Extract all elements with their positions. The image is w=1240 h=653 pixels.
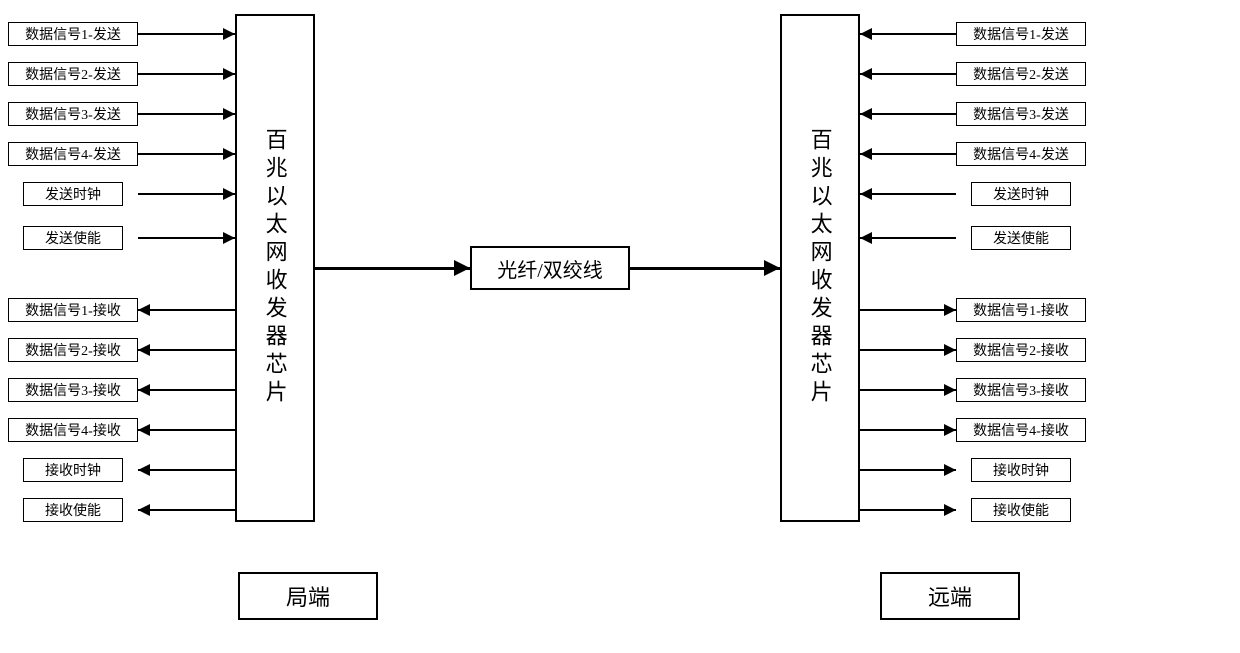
right-arrow-line-6: [860, 309, 956, 311]
left-arrow-head-2: [223, 108, 235, 120]
left-signal-6: 数据信号1-接收: [8, 298, 138, 322]
right-arrow-line-4: [860, 193, 956, 195]
left-signal-2: 数据信号3-发送: [8, 102, 138, 126]
right-arrow-line-2: [860, 113, 956, 115]
right-arrow-head-1: [860, 68, 872, 80]
left-arrow-line-2: [138, 113, 235, 115]
center-arrow-head-left: [454, 260, 470, 276]
left-arrow-head-4: [223, 188, 235, 200]
right-arrow-head-10: [944, 464, 956, 476]
right-arrow-head-0: [860, 28, 872, 40]
right-signal-9: 数据信号4-接收: [956, 418, 1086, 442]
right-arrow-line-10: [860, 469, 956, 471]
right-signal-2: 数据信号3-发送: [956, 102, 1086, 126]
left-signal-11: 接收使能: [23, 498, 123, 522]
left-arrow-head-9: [138, 424, 150, 436]
left-signal-5: 发送使能: [23, 226, 123, 250]
left-signal-10: 接收时钟: [23, 458, 123, 482]
right-arrow-head-4: [860, 188, 872, 200]
left-arrow-line-11: [138, 509, 235, 511]
right-arrow-line-8: [860, 389, 956, 391]
center-arrow-line-left: [315, 267, 470, 270]
right-arrow-head-3: [860, 148, 872, 160]
left-arrow-head-8: [138, 384, 150, 396]
right-arrow-head-11: [944, 504, 956, 516]
right-signal-11: 接收使能: [971, 498, 1071, 522]
right-arrow-line-7: [860, 349, 956, 351]
right-signal-0: 数据信号1-发送: [956, 22, 1086, 46]
center-arrow-line-right: [630, 267, 780, 270]
right-arrow-head-5: [860, 232, 872, 244]
right-arrow-head-6: [944, 304, 956, 316]
left-signal-4: 发送时钟: [23, 182, 123, 206]
left-arrow-head-7: [138, 344, 150, 356]
right-arrow-head-7: [944, 344, 956, 356]
left-arrow-line-7: [138, 349, 235, 351]
left-arrow-head-3: [223, 148, 235, 160]
right-bottom-label: 远端: [880, 572, 1020, 620]
left-signal-8: 数据信号3-接收: [8, 378, 138, 402]
right-signal-3: 数据信号4-发送: [956, 142, 1086, 166]
left-arrow-head-0: [223, 28, 235, 40]
left-signal-3: 数据信号4-发送: [8, 142, 138, 166]
left-arrow-line-8: [138, 389, 235, 391]
right-signal-8: 数据信号3-接收: [956, 378, 1086, 402]
right-arrow-head-9: [944, 424, 956, 436]
left-arrow-line-10: [138, 469, 235, 471]
center-medium-box: 光纤/双绞线: [470, 246, 630, 290]
left-bottom-label: 局端: [238, 572, 378, 620]
left-arrow-line-9: [138, 429, 235, 431]
right-arrow-line-11: [860, 509, 956, 511]
right-signal-4: 发送时钟: [971, 182, 1071, 206]
right-arrow-line-1: [860, 73, 956, 75]
right-arrow-line-9: [860, 429, 956, 431]
left-arrow-line-5: [138, 237, 235, 239]
left-arrow-head-1: [223, 68, 235, 80]
left-arrow-line-3: [138, 153, 235, 155]
left-chip: 百兆以太网收发器芯片: [235, 14, 315, 522]
right-signal-7: 数据信号2-接收: [956, 338, 1086, 362]
right-arrow-line-3: [860, 153, 956, 155]
left-arrow-head-10: [138, 464, 150, 476]
right-chip-label: 百兆以太网收发器芯片: [802, 128, 837, 408]
right-arrow-head-8: [944, 384, 956, 396]
right-signal-1: 数据信号2-发送: [956, 62, 1086, 86]
right-signal-6: 数据信号1-接收: [956, 298, 1086, 322]
right-signal-10: 接收时钟: [971, 458, 1071, 482]
left-arrow-head-11: [138, 504, 150, 516]
left-signal-9: 数据信号4-接收: [8, 418, 138, 442]
left-arrow-head-6: [138, 304, 150, 316]
left-signal-0: 数据信号1-发送: [8, 22, 138, 46]
right-signal-5: 发送使能: [971, 226, 1071, 250]
left-chip-label: 百兆以太网收发器芯片: [257, 128, 292, 408]
center-arrow-head-right: [764, 260, 780, 276]
left-arrow-head-5: [223, 232, 235, 244]
right-chip: 百兆以太网收发器芯片: [780, 14, 860, 522]
left-arrow-line-0: [138, 33, 235, 35]
right-arrow-line-0: [860, 33, 956, 35]
right-arrow-head-2: [860, 108, 872, 120]
left-arrow-line-6: [138, 309, 235, 311]
right-arrow-line-5: [860, 237, 956, 239]
left-arrow-line-4: [138, 193, 235, 195]
left-signal-1: 数据信号2-发送: [8, 62, 138, 86]
left-arrow-line-1: [138, 73, 235, 75]
left-signal-7: 数据信号2-接收: [8, 338, 138, 362]
